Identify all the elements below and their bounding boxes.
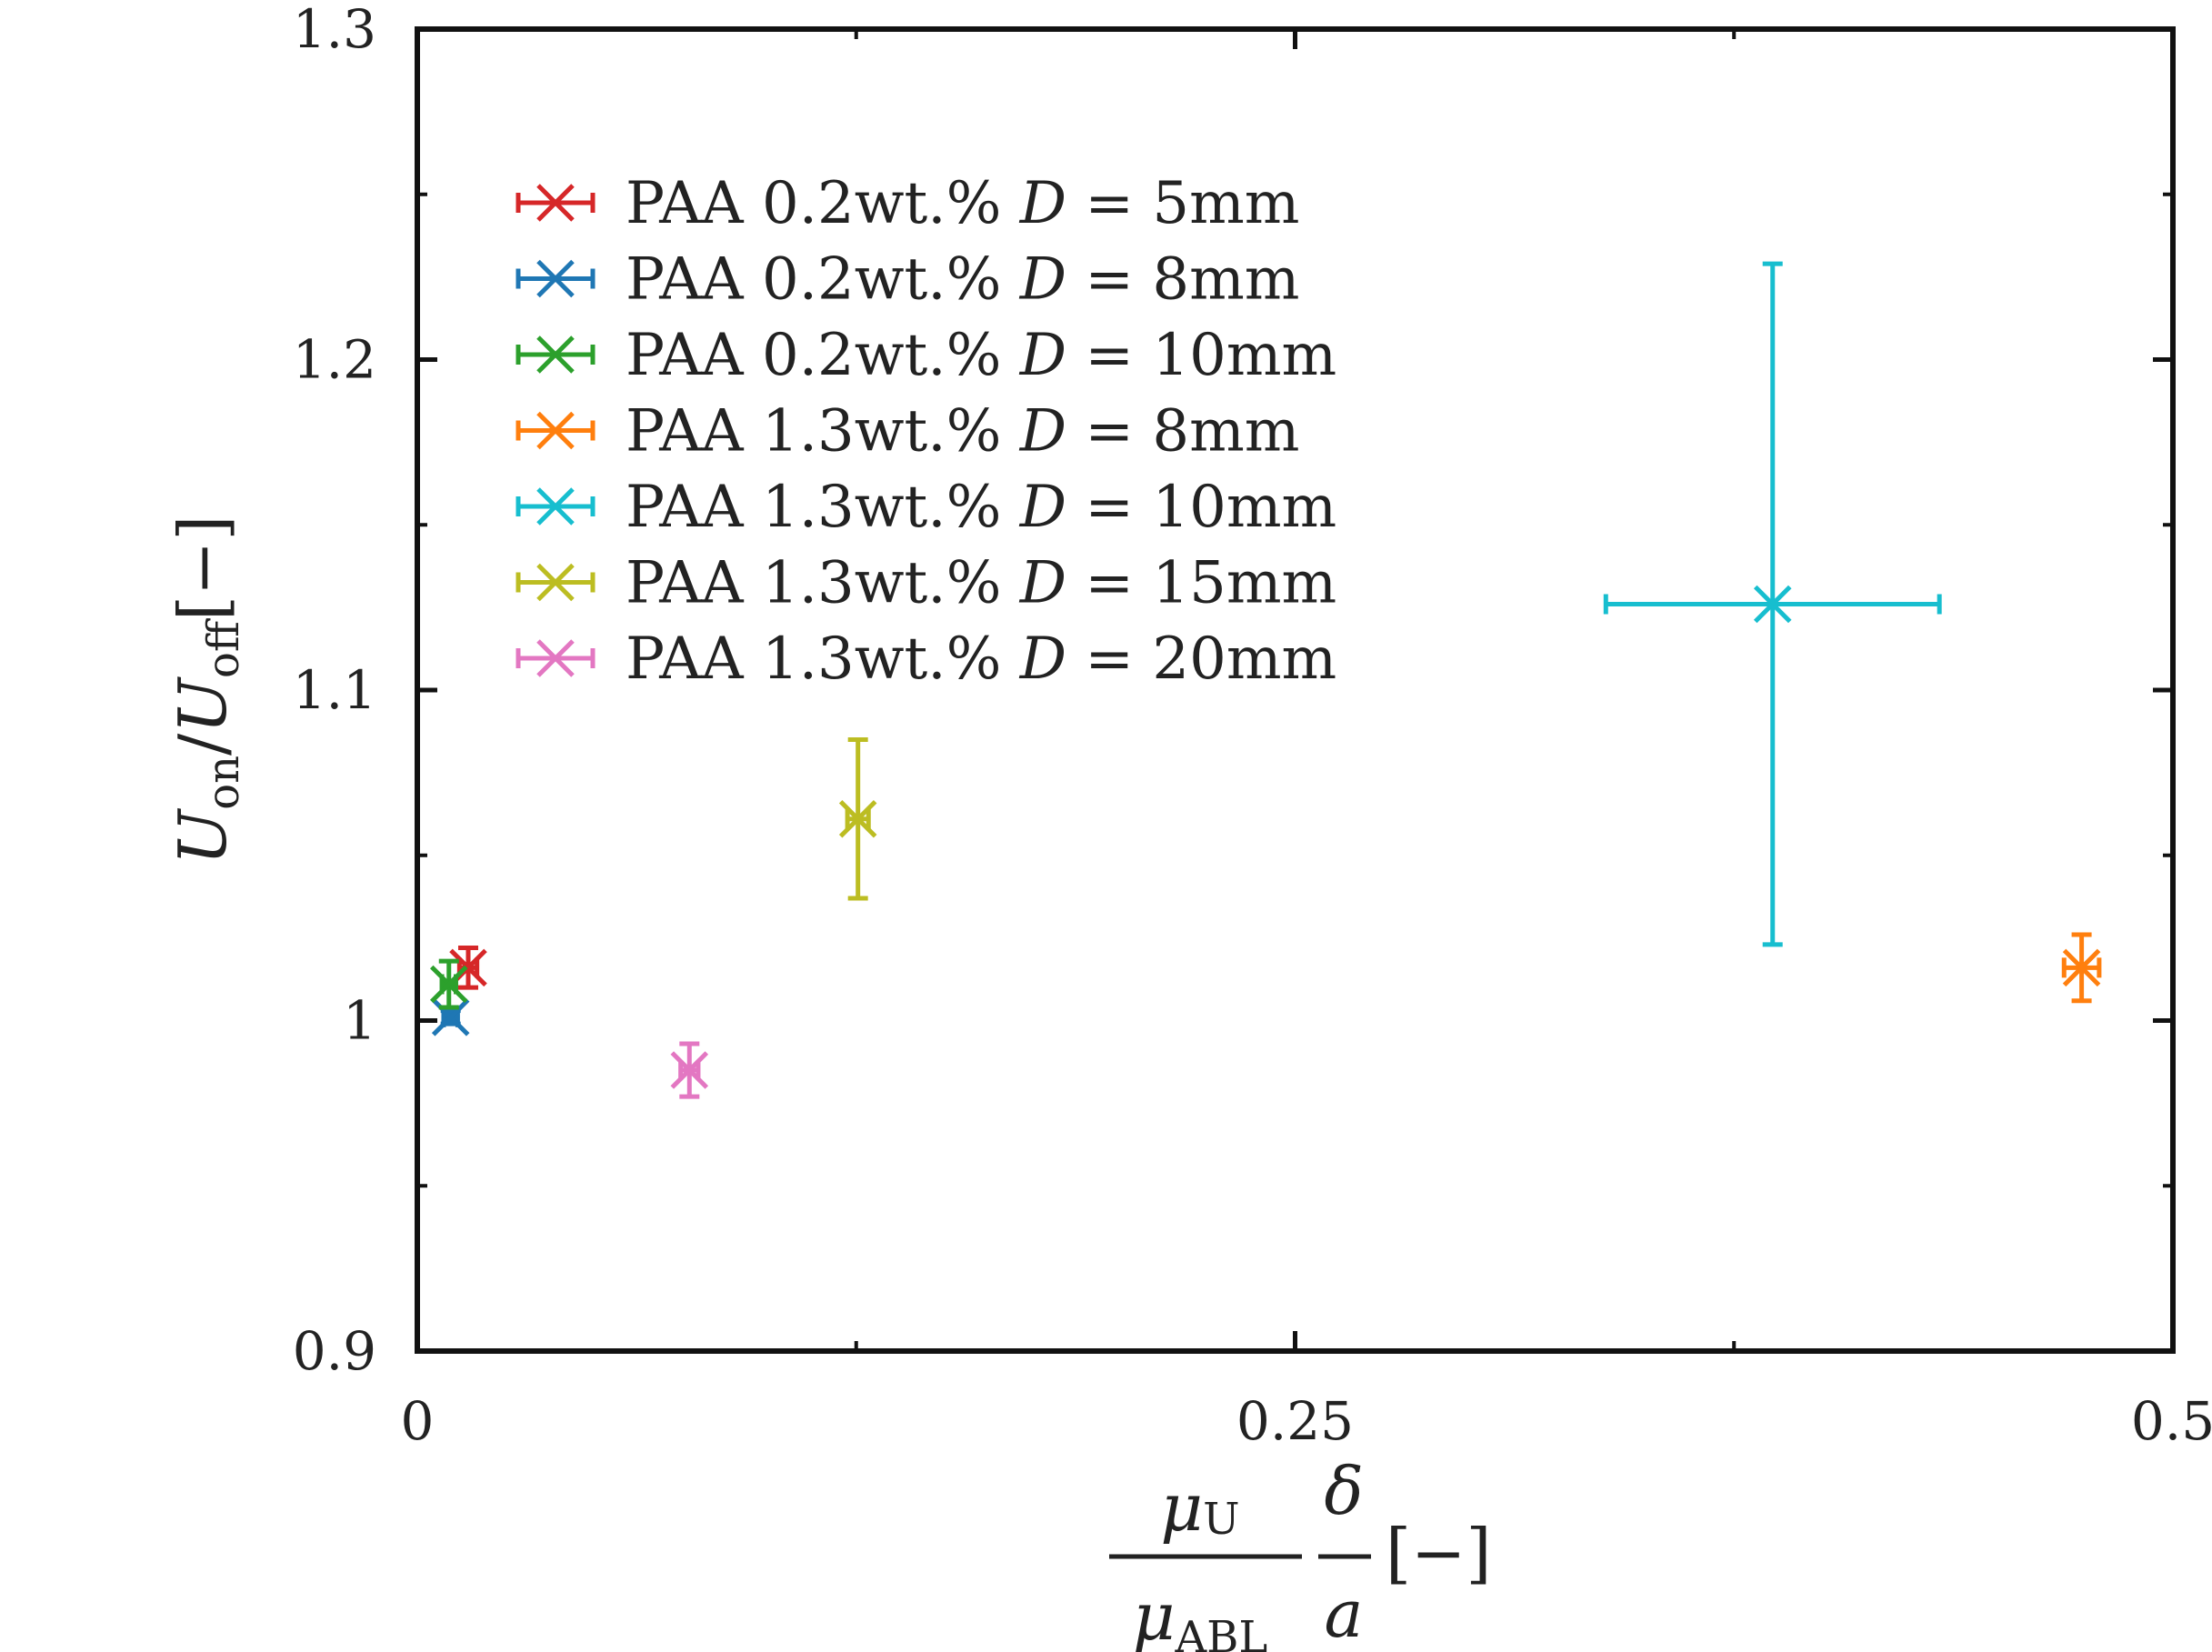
data-point-series-5: [1603, 261, 1942, 947]
y-tick-label: 1: [343, 990, 376, 1052]
data-point-series-3: [429, 958, 468, 1010]
y-tick-label: 1.1: [293, 659, 376, 721]
y-axis-title-u1: U: [165, 807, 241, 865]
y-axis-title-u2: U: [165, 676, 241, 734]
x-axis-title-unit: [−]: [1386, 1515, 1492, 1591]
legend-label: PAA 0.2wt.% D = 5mm: [626, 170, 1299, 237]
legend-swatch: [515, 411, 596, 450]
x-marker: [1753, 585, 1792, 624]
x-marker: [429, 965, 468, 1004]
x-tick-label: 0: [401, 1390, 435, 1452]
legend-swatch: [515, 563, 596, 602]
data-point-series-7: [670, 1041, 709, 1099]
legend: PAA 0.2wt.% D = 5mm PAA 0.2wt.% D = 8mm PA…: [515, 170, 1336, 693]
x-tick-label: 0.5: [2131, 1390, 2212, 1452]
legend-swatch: [515, 639, 596, 677]
legend-label: PAA 1.3wt.% D = 15mm: [626, 550, 1336, 617]
legend-label: PAA 1.3wt.% D = 8mm: [626, 398, 1299, 466]
legend-label: PAA 1.3wt.% D = 10mm: [626, 474, 1336, 541]
legend-swatch: [515, 259, 596, 298]
legend-item: PAA 0.2wt.% D = 10mm: [515, 322, 1336, 389]
axis-tick-labels: 0 0.25 0.5 0.9 1 1.1 1.2 1.3: [293, 0, 2212, 1452]
data-point-series-2: [431, 998, 470, 1036]
y-axis-title-u2-sub: off: [198, 618, 249, 678]
legend-item: PAA 1.3wt.% D = 8mm: [515, 398, 1299, 466]
x-axis-title-mu-den: μABL: [1133, 1578, 1268, 1652]
x-marker: [670, 1051, 709, 1089]
legend-swatch: [515, 335, 596, 374]
y-axis-title-unit: [−]: [165, 516, 241, 622]
y-axis-title: Uon/Uoff[−]: [165, 516, 249, 866]
x-axis-title: μU μABL δ a [−]: [1109, 1453, 1492, 1652]
x-marker: [2062, 948, 2101, 987]
data-series-layer: [429, 261, 2102, 1099]
axis-ticks: [415, 26, 2176, 1354]
x-marker: [838, 799, 877, 838]
legend-swatch: [515, 184, 596, 222]
y-axis-title-slash: /: [165, 733, 241, 756]
x-axis-title-delta: δ: [1324, 1453, 1363, 1529]
x-axis-title-mu-num: μU: [1160, 1469, 1239, 1546]
legend-item: PAA 0.2wt.% D = 8mm: [515, 246, 1299, 314]
legend-item: PAA 1.3wt.% D = 10mm: [515, 474, 1336, 541]
legend-label: PAA 1.3wt.% D = 20mm: [626, 626, 1336, 693]
legend-item: PAA 1.3wt.% D = 15mm: [515, 550, 1336, 617]
x-tick-label: 0.25: [1236, 1390, 1354, 1452]
legend-item: PAA 1.3wt.% D = 20mm: [515, 626, 1336, 693]
data-point-series-6: [838, 737, 877, 901]
y-tick-label: 1.3: [293, 0, 376, 60]
legend-label: PAA 0.2wt.% D = 8mm: [626, 246, 1299, 314]
y-axis-title-u1-sub: on: [198, 756, 249, 810]
legend-label: PAA 0.2wt.% D = 10mm: [626, 322, 1336, 389]
y-tick-label: 1.2: [293, 329, 376, 391]
data-point-series-4: [2061, 932, 2102, 1004]
x-axis-title-a: a: [1325, 1576, 1364, 1652]
legend-swatch: [515, 487, 596, 526]
legend-item: PAA 0.2wt.% D = 5mm: [515, 170, 1299, 237]
x-marker: [431, 998, 470, 1036]
y-tick-label: 0.9: [293, 1320, 376, 1382]
